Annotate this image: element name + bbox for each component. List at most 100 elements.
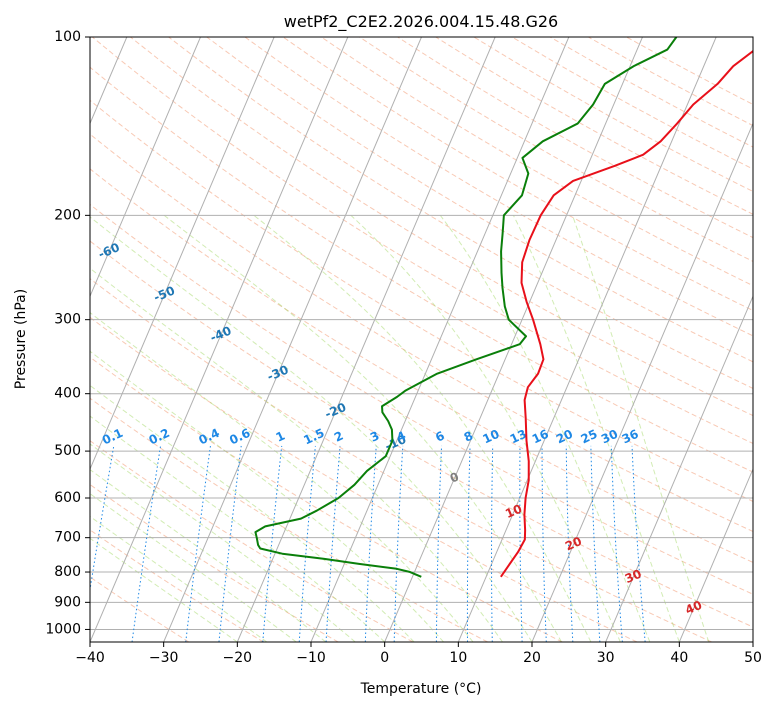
isotherm-label: 30 bbox=[623, 567, 644, 586]
mixing-ratio-label: 10 bbox=[481, 427, 502, 447]
plot-area: -100-90-80-70-60-50-40-30-20-10010203040… bbox=[0, 37, 753, 642]
dry-adiabat bbox=[90, 440, 414, 642]
mixing-ratio-label: 36 bbox=[620, 427, 641, 447]
dry-adiabat bbox=[244, 37, 753, 337]
dry-adiabat bbox=[90, 66, 753, 473]
y-tick-label: 800 bbox=[54, 564, 81, 580]
mixing-ratio-line bbox=[590, 445, 601, 642]
dry-adiabat bbox=[588, 37, 753, 127]
isotherm-label: -80 bbox=[0, 150, 13, 171]
chart-title: wetPf2_C2E2.2026.004.15.48.G26 bbox=[284, 12, 558, 32]
mixing-ratio-label: 0.6 bbox=[227, 426, 252, 448]
y-tick-label: 600 bbox=[54, 490, 81, 506]
dry-adiabat bbox=[90, 99, 753, 502]
isotherm bbox=[678, 467, 753, 642]
isotherm-label: -30 bbox=[265, 362, 290, 383]
moist-adiabat bbox=[90, 515, 268, 642]
mixing-ratio-line bbox=[435, 445, 443, 642]
x-tick-label: 20 bbox=[523, 650, 541, 666]
dry-adiabat bbox=[90, 397, 488, 642]
isotherm bbox=[605, 295, 753, 642]
mixing-ratio-line bbox=[262, 445, 283, 642]
x-tick-label: −20 bbox=[223, 650, 253, 666]
mixing-ratio-lines bbox=[90, 445, 646, 642]
mixing-ratio-label: 1 bbox=[274, 429, 287, 445]
mixing-ratio-line bbox=[491, 445, 494, 642]
isotherm-label: 40 bbox=[683, 598, 704, 617]
x-tick-label: −40 bbox=[75, 650, 105, 666]
mixing-ratio-line bbox=[325, 445, 341, 642]
dry-adiabat bbox=[90, 168, 753, 563]
moist-adiabat bbox=[90, 311, 474, 642]
moist-adiabat bbox=[90, 469, 327, 642]
mixing-ratio-line bbox=[298, 445, 316, 642]
isotherm bbox=[90, 37, 349, 642]
mixing-ratio-label: 0.2 bbox=[147, 426, 172, 448]
dry-adiabat bbox=[90, 240, 753, 628]
isotherm-label: 10 bbox=[503, 502, 524, 521]
isotherm-label: -60 bbox=[96, 240, 121, 261]
dry-adiabat bbox=[511, 37, 753, 170]
mixing-ratio-label: 0.4 bbox=[197, 426, 222, 448]
mixing-ratio-line bbox=[131, 445, 162, 642]
dry-adiabat bbox=[435, 37, 753, 215]
x-tick-label: 0 bbox=[380, 650, 389, 666]
mixing-ratio-label: 25 bbox=[579, 427, 600, 447]
y-tick-label: 300 bbox=[54, 312, 81, 328]
moist-adiabat bbox=[572, 215, 710, 642]
mixing-ratio-label: 0.1 bbox=[100, 426, 125, 448]
dry-adiabat bbox=[90, 133, 753, 533]
y-tick-label: 700 bbox=[54, 530, 81, 546]
mixing-ratio-line bbox=[393, 445, 404, 642]
mixing-ratio-label: 13 bbox=[508, 427, 529, 447]
y-tick-label: 200 bbox=[54, 207, 81, 223]
y-tick-label: 1000 bbox=[45, 621, 81, 637]
x-tick-label: 50 bbox=[744, 650, 762, 666]
isotherm bbox=[457, 37, 717, 642]
mixing-ratio-labels: 0.1 0.2 0.4 0.6 1 1.5 2 3 4 6 8 10 13 16 20 25 30 36 bbox=[100, 426, 641, 448]
isotherm bbox=[163, 37, 422, 642]
moist-adiabat bbox=[90, 267, 503, 642]
moist-adiabat bbox=[90, 216, 533, 642]
isotherm bbox=[752, 640, 753, 642]
mixing-ratio-label: 3 bbox=[368, 429, 381, 445]
mixing-ratio-line bbox=[90, 445, 115, 593]
moist-adiabat bbox=[90, 415, 386, 642]
x-tick-label: −10 bbox=[296, 650, 326, 666]
x-tick-label: 30 bbox=[597, 650, 615, 666]
x-axis-ticks: −40 −30 −20 −10 0 10 20 30 40 50 bbox=[75, 642, 762, 666]
dry-adiabat bbox=[90, 316, 638, 642]
temperature-profile-line bbox=[500, 49, 753, 578]
mixing-ratio-label: 20 bbox=[554, 427, 575, 447]
plot-frame bbox=[89, 36, 754, 643]
moist-adiabat bbox=[90, 443, 356, 642]
y-tick-label: 900 bbox=[54, 594, 81, 610]
dry-adiabat bbox=[90, 356, 563, 642]
mixing-ratio-line bbox=[631, 445, 646, 642]
x-tick-label: −30 bbox=[149, 650, 179, 666]
moist-adiabat bbox=[439, 215, 651, 642]
moist-adiabat bbox=[163, 214, 562, 642]
isotherm bbox=[90, 37, 275, 471]
isotherms bbox=[90, 37, 753, 642]
mixing-ratio-label: 30 bbox=[599, 427, 620, 447]
mixing-ratio-label: 6 bbox=[433, 429, 446, 445]
y-axis-ticks: 100 200 300 400 500 600 700 800 900 1000 bbox=[45, 29, 90, 637]
moist-adiabat bbox=[90, 493, 297, 642]
mixing-ratio-line bbox=[610, 445, 623, 642]
dry-adiabat bbox=[206, 37, 753, 363]
moist-adiabat bbox=[350, 214, 621, 642]
isotherm bbox=[236, 37, 496, 642]
isotherm-label: -20 bbox=[323, 400, 348, 421]
dry-adiabat bbox=[90, 483, 339, 642]
dry-adiabat bbox=[90, 529, 264, 642]
isotherm bbox=[90, 37, 201, 298]
dry-adiabat bbox=[168, 37, 753, 389]
moist-adiabat bbox=[90, 350, 444, 642]
moist-adiabat bbox=[90, 537, 238, 642]
isotherm bbox=[384, 37, 643, 642]
moist-adiabats bbox=[90, 214, 710, 642]
sounding-profiles bbox=[254, 37, 753, 578]
